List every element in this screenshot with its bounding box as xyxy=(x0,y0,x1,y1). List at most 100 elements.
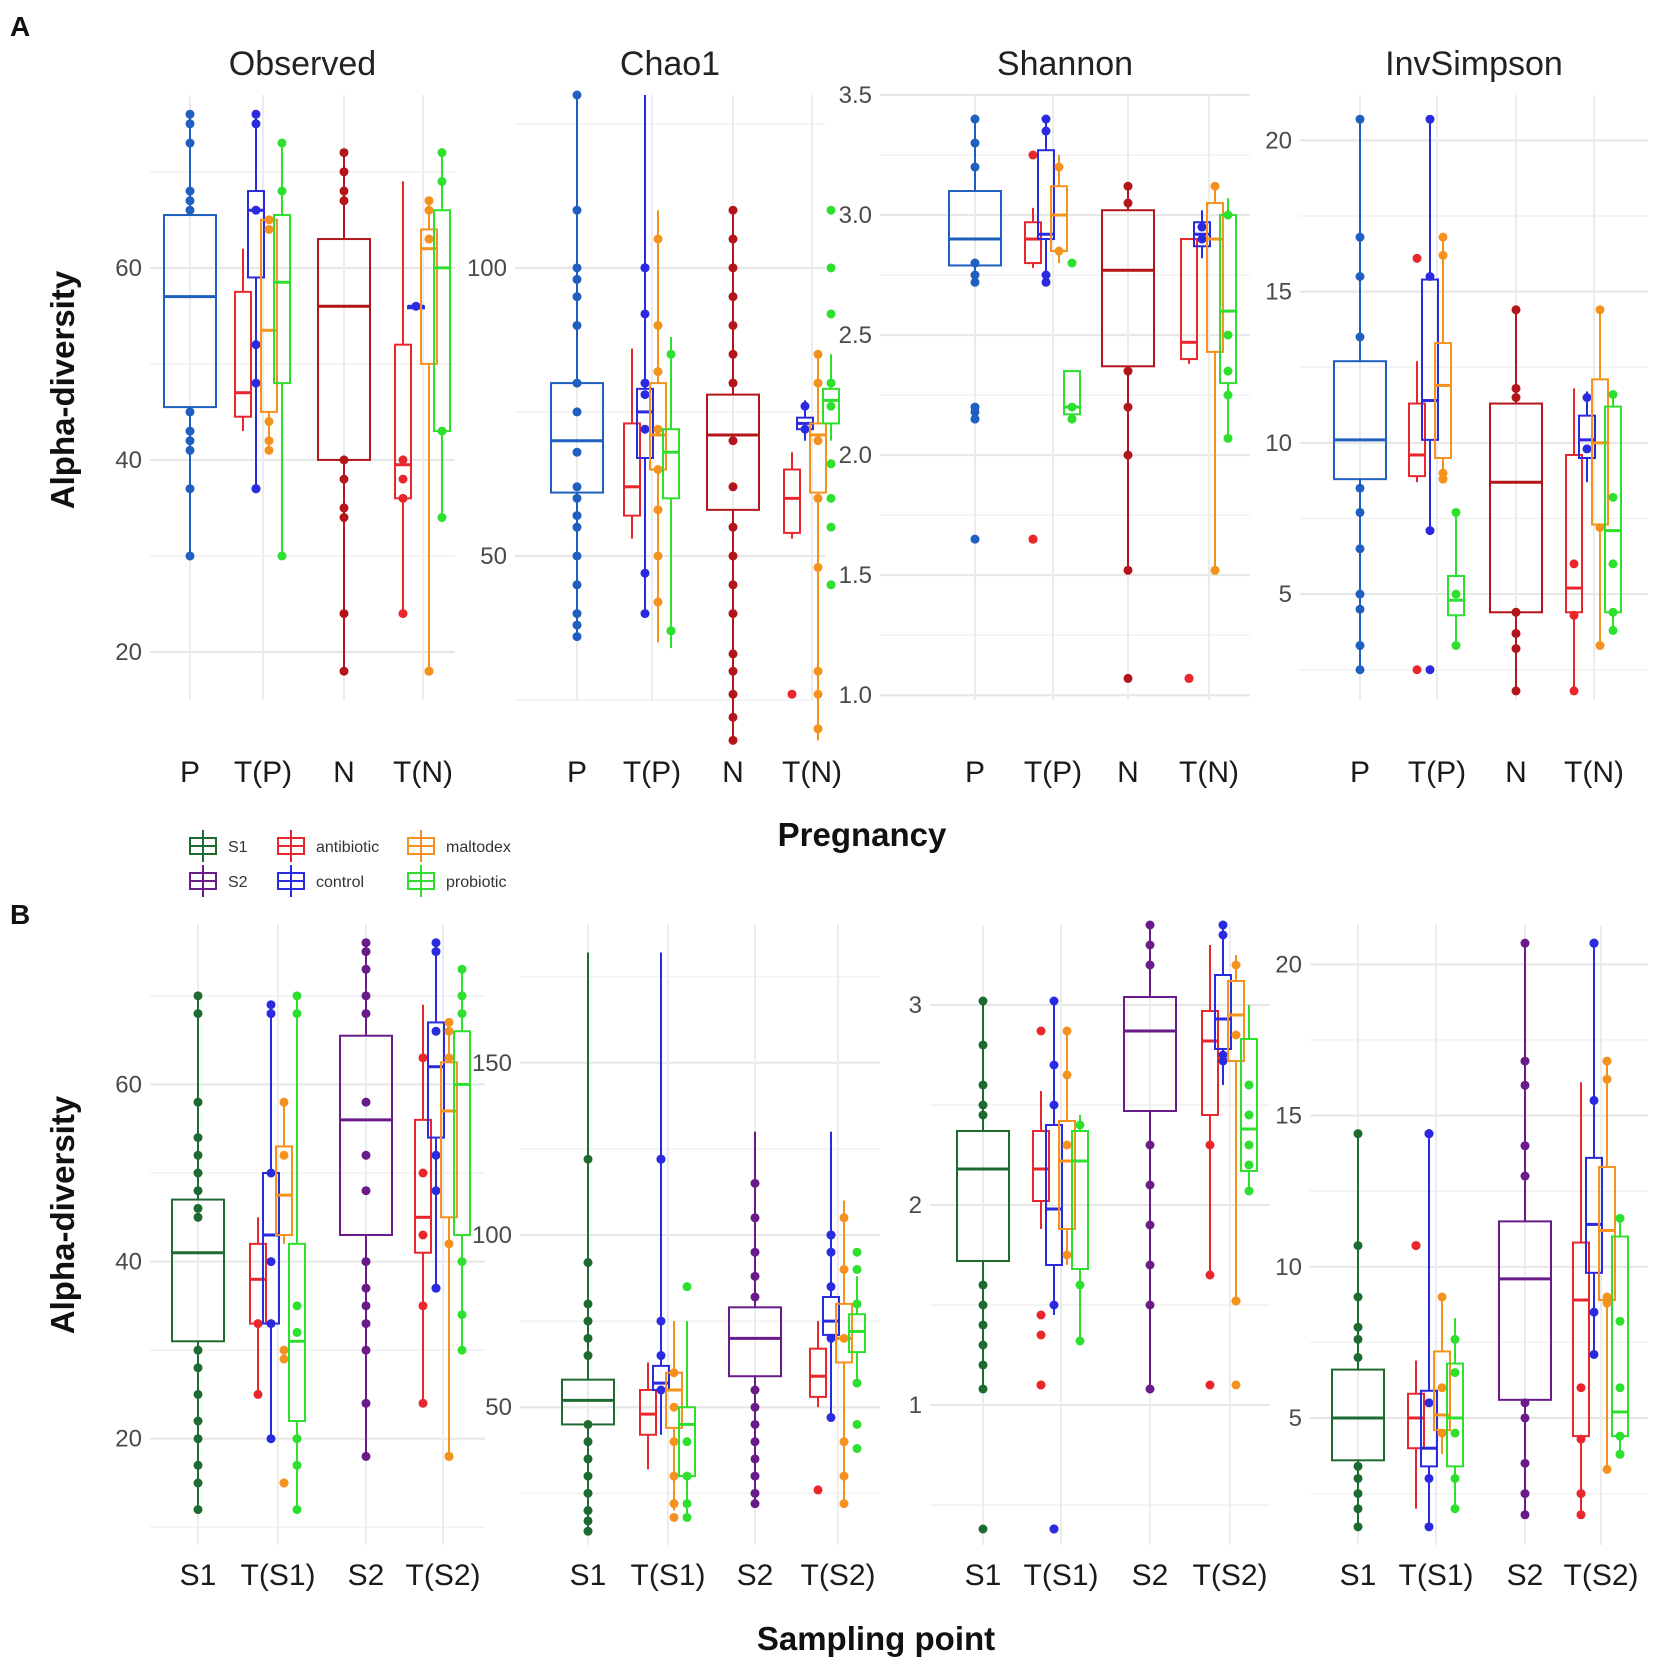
data-point xyxy=(398,455,408,465)
x-tick-label: T(S2) xyxy=(1193,1559,1268,1592)
boxplot-probiotic xyxy=(662,337,680,649)
data-point xyxy=(279,1097,289,1107)
data-point xyxy=(978,1280,988,1290)
data-point xyxy=(1608,607,1618,617)
boxplot-maltodex xyxy=(649,210,667,643)
data-point xyxy=(251,484,261,494)
data-point xyxy=(970,414,980,424)
data-point xyxy=(1520,1510,1530,1520)
data-point xyxy=(583,1351,593,1361)
data-point xyxy=(193,991,203,1001)
panel-a-ylabel: Alpha-diversity xyxy=(44,270,81,509)
data-point xyxy=(193,1416,203,1426)
data-point xyxy=(1244,1160,1254,1170)
data-point xyxy=(728,649,738,659)
data-point xyxy=(653,551,663,561)
data-point xyxy=(978,996,988,1006)
y-tick-label: 2 xyxy=(909,1192,922,1219)
box-iqr xyxy=(1045,1124,1063,1266)
x-tick-label: T(P) xyxy=(234,756,292,789)
data-point xyxy=(444,1451,454,1461)
data-point xyxy=(185,551,195,561)
data-point xyxy=(1450,1334,1460,1344)
boxplot-probiotic xyxy=(822,205,840,590)
data-point xyxy=(1511,607,1521,617)
data-point xyxy=(1353,1522,1363,1532)
panel-b-xlabel: Sampling point xyxy=(757,1620,995,1657)
box-iqr xyxy=(1331,1368,1385,1462)
data-point xyxy=(728,712,738,722)
data-point xyxy=(1450,1368,1460,1378)
boxplot-maltodex xyxy=(809,349,827,741)
data-point xyxy=(361,1097,371,1107)
data-point xyxy=(669,1471,679,1481)
data-point xyxy=(1353,1473,1363,1483)
data-point xyxy=(1223,433,1233,443)
x-tick-label: N xyxy=(333,756,355,789)
data-point xyxy=(1355,507,1365,517)
boxplot-antibiotic xyxy=(414,1004,432,1408)
data-point xyxy=(361,1398,371,1408)
y-tick-label: 60 xyxy=(115,1071,142,1098)
data-point xyxy=(1145,1220,1155,1230)
data-point xyxy=(444,1239,454,1249)
data-point xyxy=(1595,305,1605,315)
data-point xyxy=(1231,1030,1241,1040)
data-point xyxy=(1576,1489,1586,1499)
box-iqr xyxy=(1447,574,1465,617)
chart-panel-5: 20 40 60 S1 T(S1) S2 T(S2) xyxy=(115,925,485,1592)
data-point xyxy=(653,424,663,434)
data-point xyxy=(1067,258,1077,268)
x-tick-label: T(S1) xyxy=(1024,1559,1099,1592)
legend: S1 S2 antibiotic control maltodex probiotic xyxy=(189,830,511,897)
data-point xyxy=(1437,1292,1447,1302)
data-point xyxy=(1041,126,1051,136)
data-point xyxy=(185,186,195,196)
box-iqr xyxy=(1058,1120,1076,1230)
boxplot-antibiotic xyxy=(1572,1082,1590,1520)
data-point xyxy=(253,1319,263,1329)
data-point xyxy=(279,1150,289,1160)
data-point xyxy=(978,1080,988,1090)
x-tick-label: S2 xyxy=(737,1559,774,1592)
data-point xyxy=(1424,1398,1434,1408)
data-point xyxy=(1062,1250,1072,1260)
panel-a-letter: A xyxy=(10,11,30,42)
data-point xyxy=(185,407,195,417)
boxplot-antibiotic xyxy=(249,1217,267,1399)
x-tick-label: T(S2) xyxy=(1564,1559,1639,1592)
box-iqr xyxy=(639,1389,657,1436)
data-point xyxy=(970,407,980,417)
data-point xyxy=(728,320,738,330)
data-point xyxy=(1218,920,1228,930)
data-point xyxy=(1054,246,1064,256)
box-iqr xyxy=(1333,360,1387,481)
legend-item-control: control xyxy=(277,865,364,897)
data-point xyxy=(185,205,195,215)
box-iqr xyxy=(728,1306,782,1378)
box-iqr xyxy=(1240,1038,1258,1172)
y-tick-label: 1.0 xyxy=(839,682,872,709)
data-point xyxy=(1075,1336,1085,1346)
data-point xyxy=(431,1150,441,1160)
data-point xyxy=(1355,114,1365,124)
boxplot-control xyxy=(636,95,654,619)
box-iqr xyxy=(1227,980,1245,1062)
data-point xyxy=(437,426,447,436)
data-point xyxy=(431,1026,441,1036)
boxplot-N xyxy=(706,205,760,745)
data-point xyxy=(728,689,738,699)
data-point xyxy=(1589,1095,1599,1105)
data-point xyxy=(1411,1241,1421,1251)
box-iqr xyxy=(275,1145,293,1237)
data-point xyxy=(572,620,582,630)
data-point xyxy=(1028,534,1038,544)
data-point xyxy=(361,1345,371,1355)
data-point xyxy=(1520,1489,1530,1499)
data-point xyxy=(787,689,797,699)
panel-title: Chao1 xyxy=(620,45,720,83)
data-point xyxy=(839,1499,849,1509)
data-point xyxy=(1054,162,1064,172)
boxplot-P xyxy=(948,114,1002,544)
data-point xyxy=(1145,1300,1155,1310)
